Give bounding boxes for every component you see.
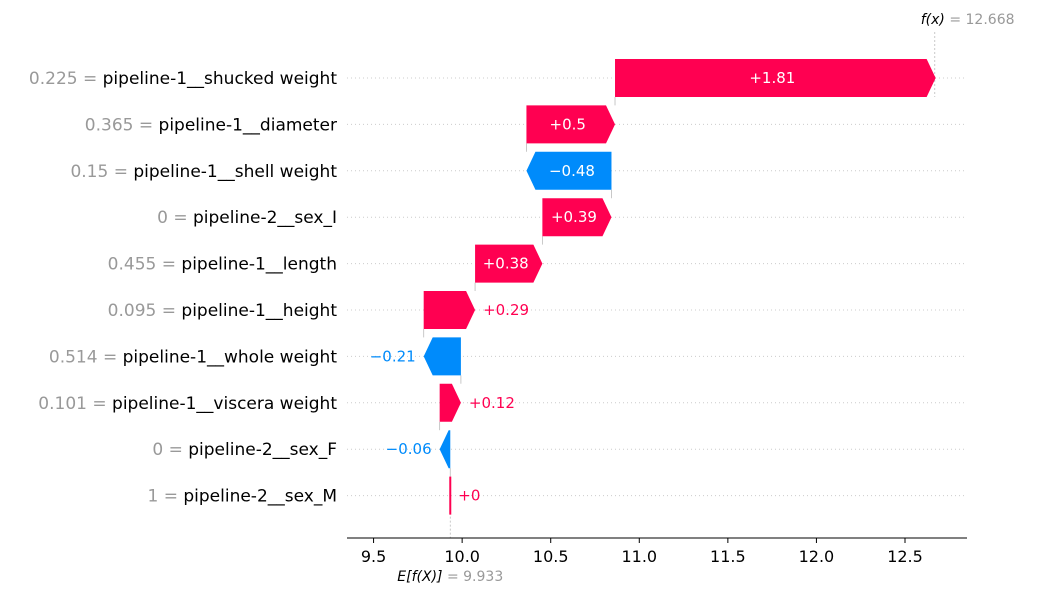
shap-bar: [423, 291, 476, 329]
feature-value: 0.514 =: [49, 347, 123, 367]
feature-value: 0.095 =: [108, 301, 182, 321]
feature-name: pipeline-2__sex_F: [188, 440, 337, 460]
contribution-label: −0.48: [549, 162, 595, 180]
shap-bar: [439, 383, 461, 422]
feature-label: 0.365 = pipeline-1__diameter: [85, 115, 337, 135]
shap-bar: [439, 430, 451, 469]
shap-bar: [423, 337, 461, 376]
feature-name: pipeline-1__diameter: [159, 115, 337, 135]
feature-name: pipeline-1__viscera weight: [112, 394, 337, 414]
shap-bar: [542, 198, 612, 237]
feature-name: pipeline-2__sex_M: [183, 487, 337, 507]
feature-name: pipeline-1__shell weight: [133, 162, 337, 182]
output-value-label: f(x): [921, 12, 945, 28]
feature-value: 0.101 =: [38, 394, 112, 414]
x-tick-label: 11.5: [710, 547, 746, 566]
x-tick-label: 10.5: [533, 547, 569, 566]
feature-label: 0.225 = pipeline-1__shucked weight: [29, 69, 337, 89]
feature-value: 0 =: [157, 208, 193, 228]
feature-label: 0.095 = pipeline-1__height: [108, 301, 338, 321]
x-tick-label: 12.5: [887, 547, 923, 566]
contribution-label: +0.29: [483, 301, 529, 319]
x-tick-label: 11.0: [621, 547, 657, 566]
contribution-label: +0: [458, 487, 480, 505]
feature-label: 0.514 = pipeline-1__whole weight: [49, 347, 337, 367]
feature-name: pipeline-1__whole weight: [123, 347, 338, 367]
feature-value: 0.15 =: [70, 162, 133, 182]
feature-name: pipeline-1__shucked weight: [103, 69, 338, 89]
contribution-label: +1.81: [749, 69, 795, 87]
feature-label: 0.15 = pipeline-1__shell weight: [70, 162, 337, 182]
shap-bar: [475, 244, 543, 283]
contribution-label: +0.12: [469, 394, 515, 412]
shap-bar: [526, 105, 616, 144]
feature-label: 0 = pipeline-2__sex_I: [157, 208, 337, 228]
feature-value: 0.455 =: [108, 255, 182, 275]
feature-name: pipeline-2__sex_I: [193, 208, 337, 228]
shap-bar: [526, 151, 612, 190]
feature-label: 1 = pipeline-2__sex_M: [147, 487, 337, 507]
x-tick-label: 10.0: [444, 547, 480, 566]
output-value-number: = 12.668: [945, 12, 1015, 28]
feature-value: 0.365 =: [85, 115, 159, 135]
output-value-annotation: f(x) = 12.668: [921, 12, 1015, 28]
x-tick-label: 12.0: [799, 547, 835, 566]
feature-value: 0 =: [152, 440, 188, 460]
x-tick-label: 9.5: [361, 547, 386, 566]
feature-label: 0.455 = pipeline-1__length: [108, 255, 337, 275]
base-value-annotation: E[f(X)] = 9.933: [397, 569, 503, 585]
feature-value: 0.225 =: [29, 69, 103, 89]
feature-name: pipeline-1__height: [181, 301, 337, 321]
feature-label: 0 = pipeline-2__sex_F: [152, 440, 337, 460]
feature-label: 0.101 = pipeline-1__viscera weight: [38, 394, 337, 414]
base-value-number: = 9.933: [443, 569, 504, 585]
contribution-label: +0.39: [551, 208, 597, 226]
contribution-label: +0.5: [550, 115, 586, 133]
contribution-label: −0.06: [386, 440, 432, 458]
shap-bar: [615, 59, 936, 97]
base-value-label: E[f(X)]: [397, 569, 442, 585]
feature-name: pipeline-1__length: [181, 255, 337, 275]
feature-value: 1 =: [147, 487, 183, 507]
contribution-label: +0.38: [483, 255, 529, 273]
contribution-label: −0.21: [370, 347, 416, 365]
